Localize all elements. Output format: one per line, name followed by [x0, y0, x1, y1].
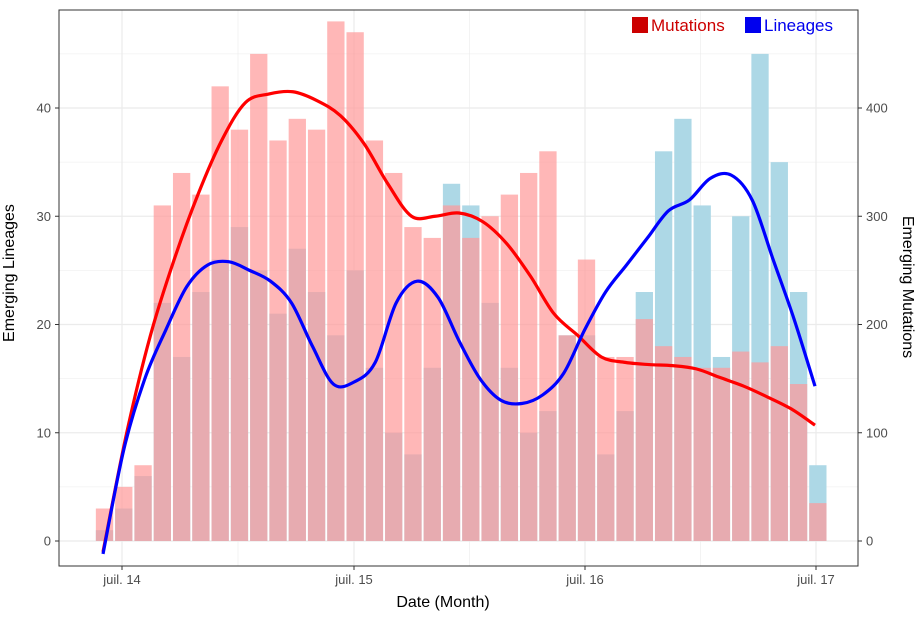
legend-label-mutations: Mutations [651, 16, 725, 35]
mutations-bar [172, 172, 191, 541]
mutations-bar [732, 351, 750, 541]
mutations-bar [597, 356, 615, 541]
mutations-bar [442, 205, 461, 542]
mutations-bar [500, 194, 519, 541]
mutations-bar [712, 367, 731, 541]
mutations-bar [115, 486, 133, 541]
mutations-bar [423, 237, 441, 541]
legend-swatch-lineages [745, 17, 761, 33]
mutations-bar [481, 216, 499, 541]
mutations-bar [365, 140, 384, 541]
mutations-bar [770, 346, 788, 541]
y-tick-label: 10 [37, 425, 51, 440]
mutations-bar [693, 367, 711, 541]
mutations-bar [192, 194, 210, 541]
mutations-smooth-line [101, 89, 816, 553]
smooth-lines [101, 89, 817, 555]
mutations-bar [346, 32, 364, 541]
mutations-bar [654, 346, 673, 541]
mutations-bar [635, 319, 653, 541]
mutations-bar [269, 140, 287, 541]
mutations-bar [250, 53, 268, 541]
lineages-smooth-line [101, 171, 817, 555]
y-tick-label: 40 [37, 101, 51, 116]
legend: Mutations Lineages [632, 16, 833, 35]
y2-tick-label: 300 [866, 209, 888, 224]
mutations-bar [134, 465, 152, 541]
x-tick-label: juil. 16 [565, 572, 604, 587]
mutations-bar [520, 172, 538, 541]
x-tick-label: juil. 17 [796, 572, 835, 587]
mutations-bar [789, 384, 808, 541]
y-tick-label: 30 [37, 209, 51, 224]
mutations-bar [809, 503, 827, 541]
mutations-bar [153, 205, 171, 542]
mutations-bar [751, 362, 769, 541]
mutations-bar [211, 86, 229, 541]
plot-panel-border [58, 9, 859, 567]
mutations-bar [462, 237, 480, 541]
mutations-bar [385, 172, 403, 541]
y2-tick-label: 100 [866, 425, 888, 440]
legend-swatch-mutations [632, 17, 648, 33]
legend-label-lineages: Lineages [764, 16, 833, 35]
x-tick-label: juil. 15 [334, 572, 373, 587]
mutations-bar [539, 151, 557, 542]
y2-tick-label: 400 [866, 101, 888, 116]
mutations-bar [674, 356, 692, 541]
mutations-bar [616, 356, 634, 541]
x-axis-title: Date (Month) [396, 594, 489, 611]
mutations-bar [230, 129, 249, 541]
mutations-bar [288, 118, 306, 541]
mutations-bar [307, 129, 326, 541]
y2-axis-title: Emerging Mutations [899, 216, 916, 358]
mutations-bar [327, 21, 345, 541]
y-tick-label: 20 [37, 317, 51, 332]
y-tick-label: 0 [44, 534, 51, 549]
y2-tick-label: 200 [866, 317, 888, 332]
mutations-bar [404, 227, 422, 541]
mutations-bar [577, 259, 596, 541]
y-axis-title: Emerging Lineages [1, 204, 18, 342]
x-tick-label: juil. 14 [102, 572, 141, 587]
mutations-bar [558, 335, 576, 541]
y2-tick-label: 0 [866, 534, 873, 549]
